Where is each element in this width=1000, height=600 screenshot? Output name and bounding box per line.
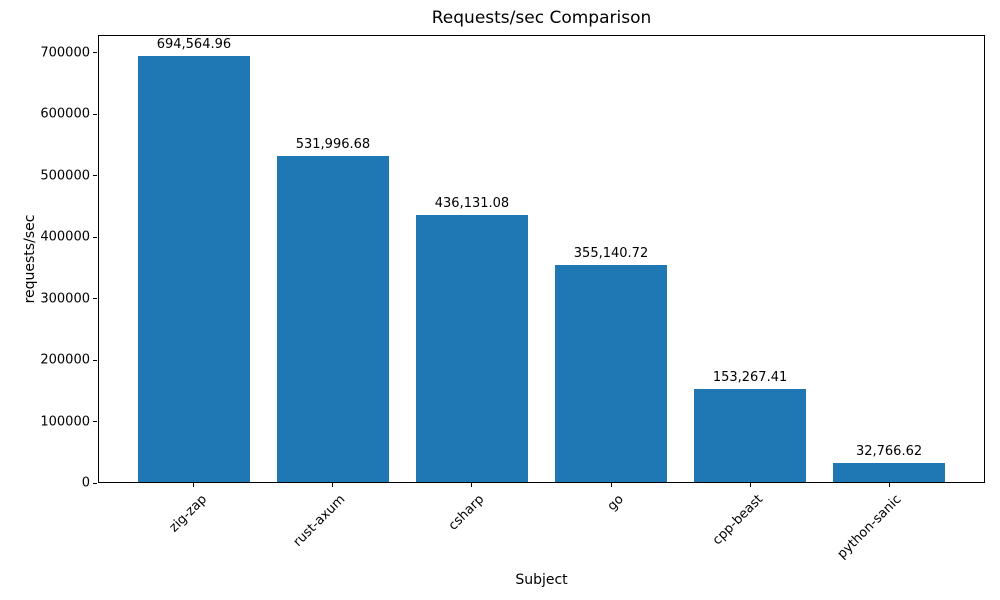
chart-title: Requests/sec Comparison [431,8,652,28]
bar [416,215,528,482]
y-tick-label: 500000 [40,168,90,184]
bar [694,388,806,482]
x-axis-label: Subject [515,572,568,588]
bar-value-label: 355,140.72 [573,245,649,261]
y-tick-mark [93,236,97,238]
x-tick-label: python-sanic [834,492,905,562]
y-tick-label: 400000 [40,229,90,245]
y-tick-mark [93,113,97,115]
x-tick-label: cpp-beast [709,492,766,549]
bar-value-label: 531,996.68 [295,137,371,153]
y-tick-label: 100000 [40,414,90,430]
x-tick-mark [610,483,612,487]
x-tick-mark [749,483,751,487]
bar-value-label: 153,267.41 [712,369,788,385]
x-tick-label: go [604,492,627,515]
bar-value-label: 694,564.96 [156,37,232,53]
x-tick-mark [888,483,890,487]
bar-value-label: 32,766.62 [855,443,923,459]
bar [277,156,389,482]
y-tick-label: 0 [81,475,90,491]
bar [833,462,945,482]
x-tick-label: zig-zap [166,492,210,536]
y-tick-label: 300000 [40,291,90,307]
y-tick-label: 700000 [40,45,90,61]
y-tick-mark [93,421,97,423]
y-tick-mark [93,482,97,484]
y-tick-mark [93,52,97,54]
x-tick-mark [193,483,195,487]
x-tick-label: csharp [446,492,488,534]
bar [555,264,667,482]
bar-value-label: 436,131.08 [434,196,510,212]
y-tick-label: 600000 [40,106,90,122]
y-tick-label: 200000 [40,352,90,368]
x-tick-mark [471,483,473,487]
y-tick-mark [93,175,97,177]
x-tick-mark [332,483,334,487]
y-tick-mark [93,298,97,300]
x-tick-label: rust-axum [290,492,349,550]
bar [138,56,250,482]
y-tick-mark [93,359,97,361]
